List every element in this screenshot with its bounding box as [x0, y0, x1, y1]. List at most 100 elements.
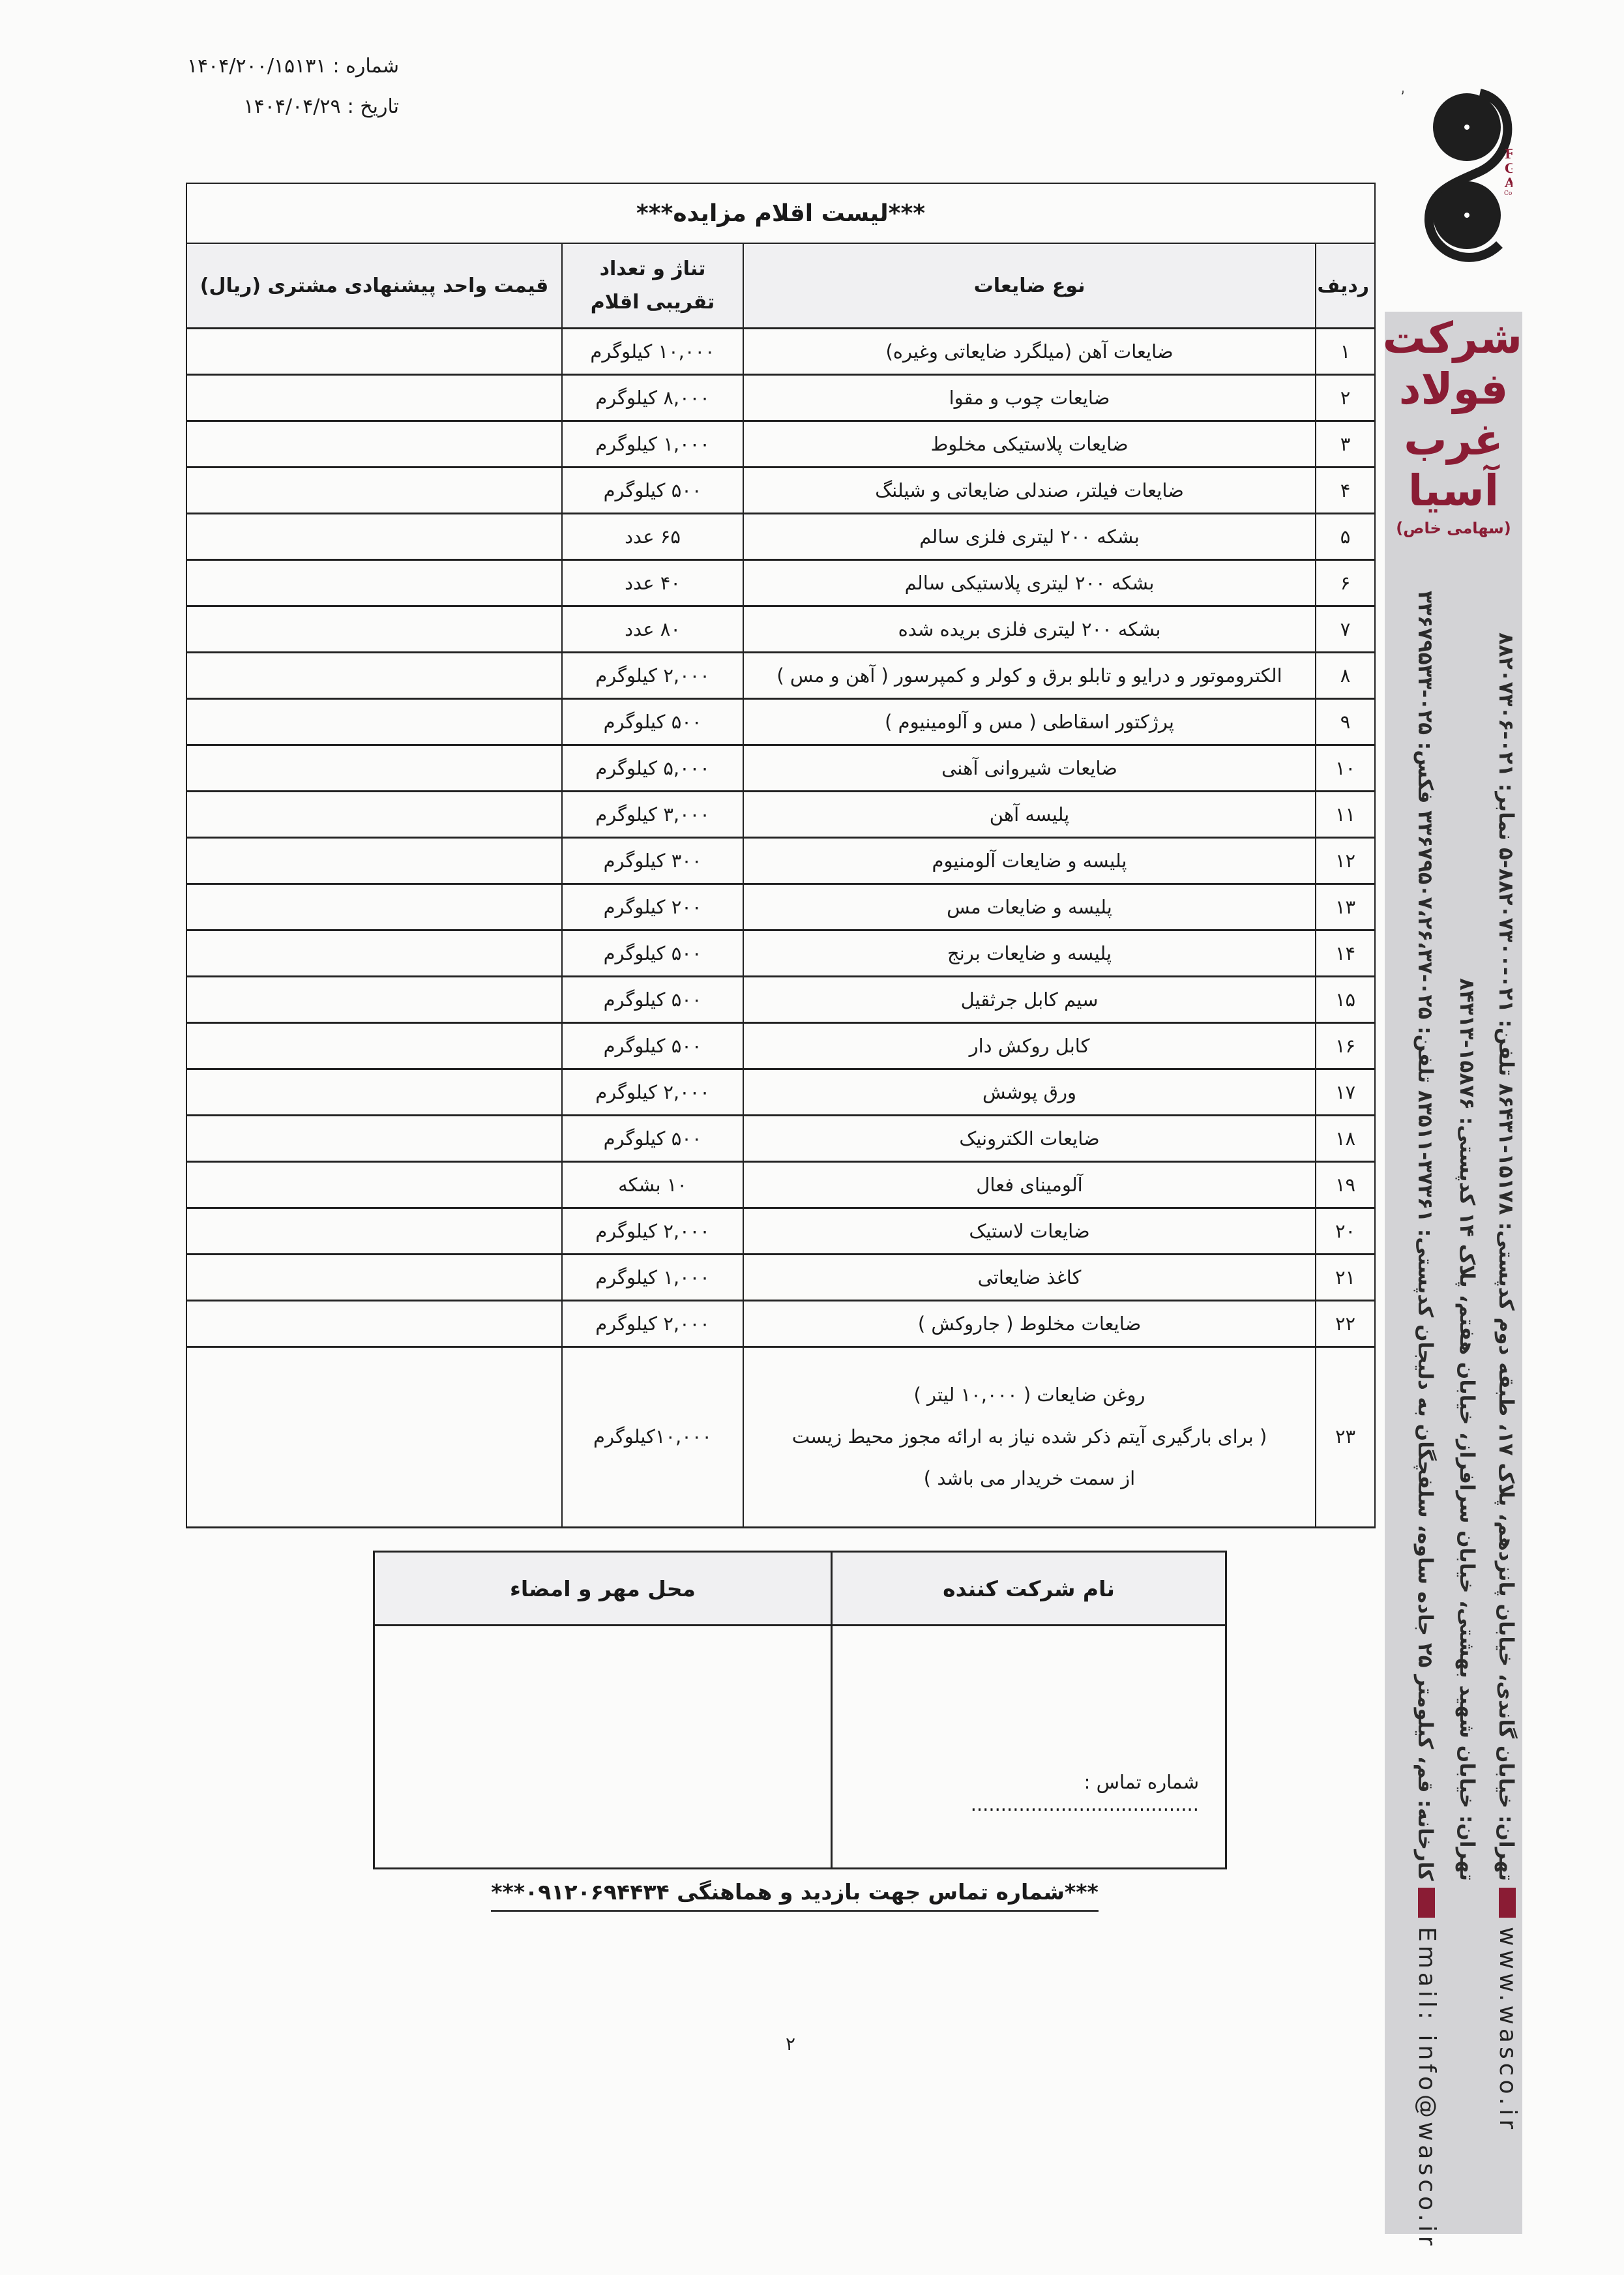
price-input-cell[interactable]: [185, 327, 563, 376]
price-input-cell[interactable]: [185, 1022, 563, 1070]
brand-line: شرکت: [1382, 313, 1522, 363]
price-input-cell[interactable]: [185, 1114, 563, 1163]
price-input-cell[interactable]: [185, 929, 563, 977]
item-type: کاغذ ضایعاتی: [743, 1253, 1317, 1301]
item-note: از سمت خریدار می باشد ): [923, 1466, 1136, 1489]
stamp-signature-field[interactable]: [373, 1624, 833, 1869]
website-link[interactable]: www.wasco.ir: [1494, 1888, 1521, 2227]
price-input-cell[interactable]: [185, 420, 563, 468]
svg-text:G: G: [1505, 160, 1513, 176]
footer-contact: ***شماره تماس جهت بازدید و هماهنگی ۰۹۱۲۰…: [0, 1879, 1589, 1912]
table-row: ۸ الکتروموتور و درایو و تابلو برق و کولر …: [185, 651, 1376, 700]
price-input-cell[interactable]: [185, 1300, 563, 1348]
header-type: نوع ضایعات: [743, 243, 1317, 329]
table-row: ۱۱ پلیسه آهن ۳,۰۰۰ کیلوگرم: [185, 790, 1376, 839]
item-type: پلیسه و ضایعات آلومنیوم: [743, 837, 1317, 885]
item-type: ضایعات فیلتر، صندلی ضایعاتی و شیلنگ: [743, 466, 1317, 514]
item-quantity: ۵,۰۰۰ کیلوگرم: [561, 744, 745, 792]
row-number: ۳: [1315, 420, 1376, 468]
row-number: ۱۶: [1315, 1022, 1376, 1070]
price-input-cell[interactable]: [185, 1346, 563, 1528]
table-row: ۱۲ پلیسه و ضایعات آلومنیوم ۳۰۰ کیلوگرم: [185, 837, 1376, 885]
email-link[interactable]: Email: info@wasco.ir: [1413, 1888, 1440, 2250]
price-input-cell[interactable]: [185, 1253, 563, 1301]
price-input-cell[interactable]: [185, 975, 563, 1024]
row-number: ۲۲: [1315, 1300, 1376, 1348]
item-quantity: ۱۰,۰۰۰ کیلوگرم: [561, 327, 745, 376]
item-type-text: ضایعات فیلتر، صندلی ضایعاتی و شیلنگ: [875, 479, 1184, 501]
price-input-cell[interactable]: [185, 1068, 563, 1116]
price-input-cell[interactable]: [185, 1161, 563, 1209]
table-row: ۱۳ پلیسه و ضایعات مس ۲۰۰ کیلوگرم: [185, 883, 1376, 931]
letter-number-label: شماره :: [332, 55, 399, 78]
item-quantity: ۲,۰۰۰ کیلوگرم: [561, 651, 745, 700]
item-quantity: ۵۰۰ کیلوگرم: [561, 698, 745, 746]
logo-fa-text: شرکت: [1402, 85, 1404, 98]
stamp-header: محل مهر و امضاء: [373, 1551, 833, 1626]
item-type-text: ضایعات شیروانی آهنی: [941, 757, 1117, 779]
factory-address: کارخانه: قم، کیلومتر ۲۵ جاده ساوه، سلفچگ…: [1413, 591, 1437, 1881]
item-type-text: ضایعات الکترونیک: [959, 1127, 1100, 1150]
item-quantity: ۵۰۰ کیلوگرم: [561, 929, 745, 977]
header-row-number: ردیف: [1315, 243, 1376, 329]
item-quantity: ۳۰۰ کیلوگرم: [561, 837, 745, 885]
table-row: ۱۰ ضایعات شیروانی آهنی ۵,۰۰۰ کیلوگرم: [185, 744, 1376, 792]
item-quantity: ۸,۰۰۰ کیلوگرم: [561, 374, 745, 422]
price-input-cell[interactable]: [185, 790, 563, 839]
price-input-cell[interactable]: [185, 883, 563, 931]
item-type: پلیسه و ضایعات برنج: [743, 929, 1317, 977]
item-quantity: ۵۰۰ کیلوگرم: [561, 1114, 745, 1163]
item-quantity: ۲,۰۰۰ کیلوگرم: [561, 1300, 745, 1348]
item-type-text: بشکه ۲۰۰ لیتری فلزی بریده شده: [898, 618, 1161, 640]
page-number: ۲: [786, 2033, 796, 2055]
table-row: ۲۲ ضایعات مخلوط ( جاروکش ) ۲,۰۰۰ کیلوگرم: [185, 1300, 1376, 1348]
company-name-field[interactable]: شماره تماس : ...........................…: [831, 1624, 1227, 1869]
price-input-cell[interactable]: [185, 837, 563, 885]
item-type: الکتروموتور و درایو و تابلو برق و کولر و…: [743, 651, 1317, 700]
item-type: ضایعات الکترونیک: [743, 1114, 1317, 1163]
item-type-text: ضایعات چوب و مقوا: [949, 387, 1110, 409]
brand-line: غرب: [1404, 415, 1503, 465]
row-number: ۱۳: [1315, 883, 1376, 931]
item-note: ( برای بارگیری آیتم ذکر شده نیاز به ارائ…: [791, 1425, 1267, 1448]
price-input-cell[interactable]: [185, 374, 563, 422]
item-type: ضایعات مخلوط ( جاروکش ): [743, 1300, 1317, 1348]
item-type: ورق پوشش: [743, 1068, 1317, 1116]
contact-number-field: شماره تماس : ...........................…: [970, 1771, 1199, 1815]
table-row: ۲۳ روغن ضایعات ( ۱۰,۰۰۰ لیتر ) ( برای بارگ…: [185, 1346, 1376, 1528]
item-type-text: پلیسه و ضایعات آلومنیوم: [932, 850, 1127, 872]
item-type: ضایعات پلاستیکی مخلوط: [743, 420, 1317, 468]
footer-contact-text: ***شماره تماس جهت بازدید و هماهنگی ۰۹۱۲۰…: [491, 1879, 1099, 1912]
signature-table: نام شرکت کننده محل مهر و امضاء شماره تما…: [373, 1551, 1227, 1869]
item-type-text: آلومینای فعال: [976, 1174, 1083, 1196]
item-quantity: ۱۰,۰۰۰کیلوگرم: [561, 1346, 745, 1528]
price-input-cell[interactable]: [185, 466, 563, 514]
price-input-cell[interactable]: [185, 744, 563, 792]
row-number: ۱۸: [1315, 1114, 1376, 1163]
website-text: www.wasco.ir: [1494, 1927, 1521, 2134]
item-type-text: سیم کابل جرثقیل: [960, 989, 1099, 1011]
bullet-square-icon: [1418, 1888, 1435, 1918]
table-row: ۴ ضایعات فیلتر، صندلی ضایعاتی و شیلنگ ۵۰۰ …: [185, 466, 1376, 514]
item-type-text: کاغذ ضایعاتی: [977, 1266, 1082, 1288]
item-type: سیم کابل جرثقیل: [743, 975, 1317, 1024]
header-quantity-line2: تقریبی اقلام: [590, 291, 715, 314]
row-number: ۱۱: [1315, 790, 1376, 839]
item-type-text: پرژکتور اسقاطی ( مس و آلومینیوم ): [885, 711, 1174, 733]
row-number: ۱۷: [1315, 1068, 1376, 1116]
price-input-cell[interactable]: [185, 698, 563, 746]
price-input-cell[interactable]: [185, 651, 563, 700]
header-quantity: تناژ و تعداد تقریبی اقلام: [561, 243, 745, 329]
company-name-header: نام شرکت کننده: [831, 1551, 1227, 1626]
price-input-cell[interactable]: [185, 1207, 563, 1255]
table-title: ***لیست اقلام مزایده***: [185, 183, 1376, 244]
price-input-cell[interactable]: [185, 559, 563, 607]
row-number: ۲۰: [1315, 1207, 1376, 1255]
row-number: ۶: [1315, 559, 1376, 607]
price-input-cell[interactable]: [185, 513, 563, 561]
company-logo: شرکت F G A Co.: [1402, 85, 1513, 262]
price-input-cell[interactable]: [185, 605, 563, 653]
item-type-text: بشکه ۲۰۰ لیتری فلزی سالم: [919, 526, 1140, 548]
item-quantity: ۵۰۰ کیلوگرم: [561, 466, 745, 514]
row-number: ۱: [1315, 327, 1376, 376]
